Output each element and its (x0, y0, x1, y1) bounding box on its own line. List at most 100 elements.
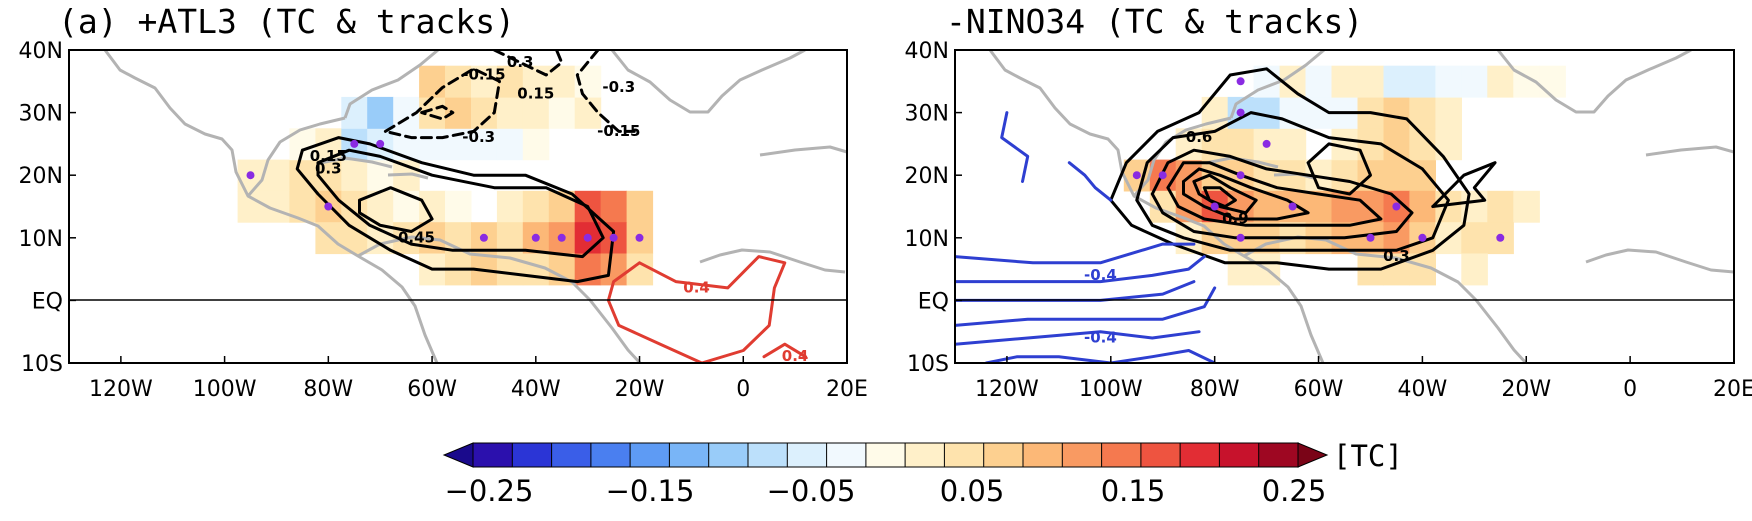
colorbar-swatches (472, 442, 1299, 468)
genesis-point (1236, 233, 1245, 242)
heatmap-cell (419, 65, 446, 98)
heatmap-cell (1305, 65, 1333, 98)
heatmap-cell (1461, 65, 1488, 98)
contour-line (1182, 167, 1310, 221)
heatmap-cell (548, 96, 576, 129)
panel-b: -NINO34 (TC & tracks) 0.60.90.3-0.4-0.4 … (905, 2, 1752, 402)
heatmap-cell (1409, 96, 1436, 129)
contour-line (316, 148, 605, 259)
y-tick-label: EQ (918, 289, 949, 314)
contour-label: -0.3 (462, 128, 495, 146)
genesis-point (1210, 202, 1219, 211)
colorbar-swatch (472, 442, 514, 468)
contour-label: -0.15 (597, 122, 640, 140)
y-tick-label: 20N (19, 164, 63, 189)
colorbar: −0.25 −0.15 −0.05 0.05 0.15 0.25 [TC] (442, 439, 1403, 508)
colorbar-tick-label: −0.05 (767, 474, 856, 508)
y-tick-label: 10N (19, 227, 63, 252)
colorbar-swatch (1218, 442, 1260, 468)
y-tick-label: 40N (19, 39, 63, 64)
heatmap-cell (496, 128, 524, 161)
panel-a-frame (68, 49, 848, 364)
contour-line (606, 255, 787, 363)
heatmap-cell (237, 190, 265, 223)
panel-b-x-ticks: 120W 100W 80W 60W 40W 20W 0 20E (975, 356, 1752, 402)
x-tick-label: 100W (193, 377, 257, 402)
y-tick-label: 30N (905, 102, 949, 127)
heatmap-cell (445, 190, 472, 223)
heatmap-cell (496, 96, 524, 129)
x-tick-label: 40W (511, 377, 561, 402)
heatmap-cell (1383, 159, 1411, 192)
contour-line (1067, 161, 1113, 202)
x-tick-label: 80W (303, 377, 353, 402)
colorbar-tick-label: 0.15 (1101, 474, 1166, 508)
genesis-point (1158, 171, 1167, 180)
panel-a-x-ticks: 120W 100W 80W 60W 40W 20W 0 20E (89, 356, 868, 402)
x-tick-label: 20E (826, 377, 868, 402)
colorbar-swatch (511, 442, 553, 468)
contour-label: 0.15 (310, 147, 347, 165)
colorbar-swatch (1179, 442, 1221, 468)
contour-label: 0.4 (683, 278, 710, 296)
colorbar-swatch (1140, 442, 1182, 468)
panel-a-contours (295, 50, 807, 363)
genesis-point (1366, 233, 1375, 242)
colorbar-swatch (629, 442, 671, 468)
heatmap-cell (1487, 65, 1514, 98)
y-tick-label: 10N (905, 227, 949, 252)
contour-line (383, 67, 501, 140)
x-tick-label: 0 (736, 377, 750, 402)
colorbar-swatch (551, 442, 592, 468)
panel-a-cells (237, 65, 654, 286)
heatmap-cell (522, 65, 550, 98)
heatmap-cell (1383, 65, 1411, 98)
colorbar-swatch (943, 442, 985, 468)
genesis-point (1132, 171, 1141, 180)
contour-label: 0.4 (782, 347, 809, 365)
y-tick-label: EQ (32, 289, 63, 314)
contour-label: -0.3 (602, 78, 635, 96)
heatmap-cell (626, 190, 654, 223)
contour-label: -0.15 (462, 66, 505, 84)
contour-line (1109, 67, 1471, 271)
x-tick-label: 40W (1398, 377, 1448, 402)
x-tick-label: 60W (1294, 377, 1344, 402)
panel-a-y-ticks: 40N 30N 20N 10N EQ 10S (19, 39, 76, 377)
y-tick-label: 40N (905, 39, 949, 64)
contour-line (955, 280, 1196, 302)
genesis-point (246, 171, 255, 180)
colorbar-swatch (983, 442, 1024, 468)
genesis-point (479, 233, 488, 242)
contour-line (1202, 186, 1237, 208)
contour-line (420, 104, 455, 121)
colorbar-swatch (865, 442, 907, 468)
heatmap-cell (1539, 65, 1566, 98)
colorbar-swatch (904, 442, 946, 468)
colorbar-unit: [TC] (1333, 439, 1403, 473)
contour-label: 0.3 (315, 159, 342, 177)
contour-label: 0.15 (517, 84, 554, 102)
contour-line (984, 349, 1217, 363)
heatmap-cell (1461, 253, 1488, 286)
genesis-point (1236, 108, 1245, 117)
heatmap-cell (496, 65, 524, 98)
colorbar-swatch (747, 442, 789, 468)
colorbar-tick-label: −0.25 (445, 474, 534, 508)
contour-label: -0.4 (1084, 266, 1117, 284)
panel-b-genesis-points (1132, 77, 1505, 242)
panel-b-frame (954, 49, 1735, 364)
y-tick-label: 10S (21, 352, 63, 377)
genesis-point (1236, 77, 1245, 86)
colorbar-swatch (1022, 442, 1064, 468)
x-tick-label: 60W (407, 377, 457, 402)
genesis-point (1418, 233, 1427, 242)
genesis-point (557, 233, 566, 242)
y-tick-label: 30N (19, 102, 63, 127)
contour-line (762, 342, 807, 359)
colorbar-swatch (1258, 442, 1299, 468)
genesis-point (324, 202, 333, 211)
contour-label: 0.9 (1222, 210, 1249, 228)
heatmap-cell (1435, 65, 1462, 98)
contour-line (492, 50, 564, 77)
